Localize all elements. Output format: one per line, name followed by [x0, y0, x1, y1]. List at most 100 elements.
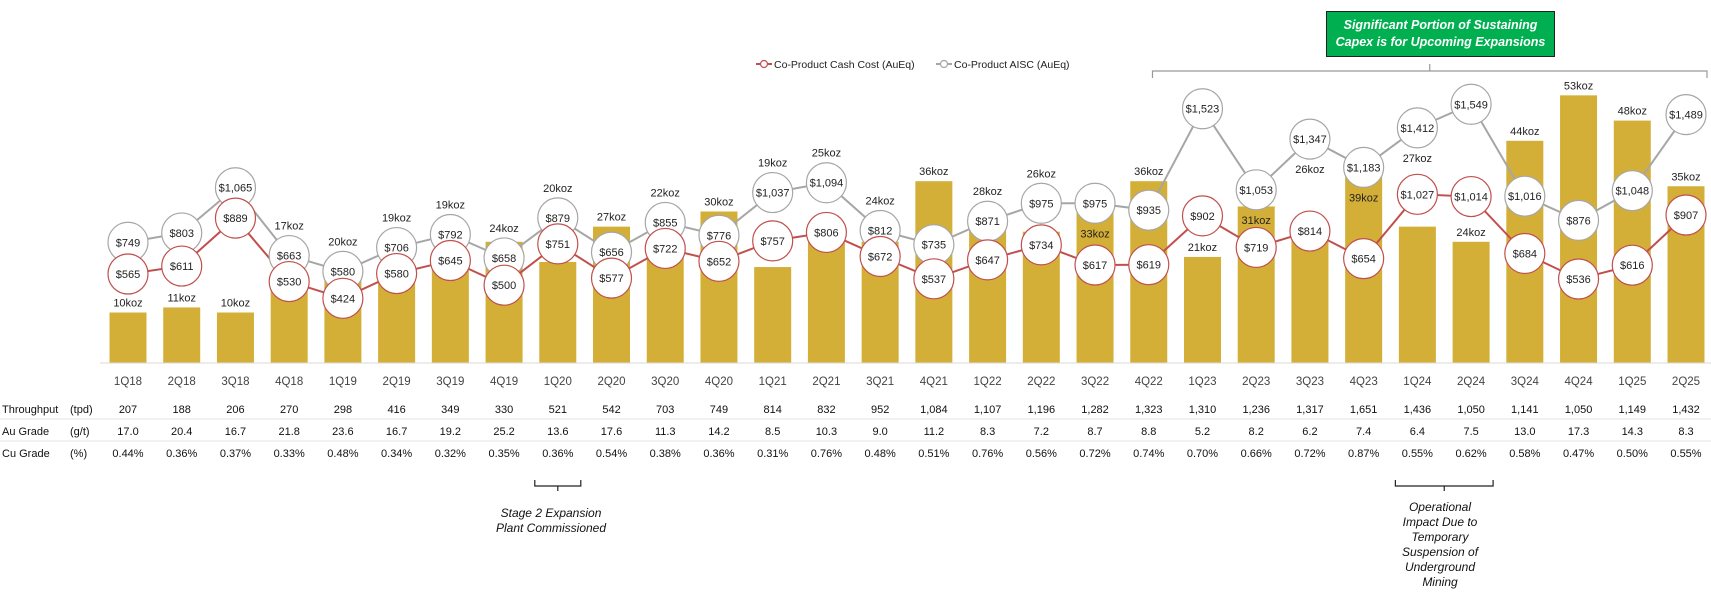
table-row-unit: (%)	[70, 448, 87, 460]
aisc-label: $803	[169, 228, 193, 240]
aisc-label: $975	[1083, 198, 1107, 210]
cash-cost-point	[1396, 173, 1438, 215]
table-cell: 416	[387, 404, 405, 416]
table-cell: 8.5	[765, 426, 780, 438]
cash-cost-label: $617	[1083, 260, 1107, 272]
table-cell: 542	[602, 404, 620, 416]
x-tick-label: 4Q24	[1564, 376, 1593, 388]
x-tick-label: 1Q25	[1618, 376, 1646, 388]
bar-label: 11koz	[167, 292, 196, 304]
aisc-point	[1289, 118, 1331, 160]
aisc-point	[1128, 189, 1170, 231]
table-cell: 1,050	[1565, 404, 1593, 416]
cash-cost-label: $652	[707, 256, 731, 268]
x-tick-label: 2Q22	[1027, 376, 1055, 388]
aisc-label: $1,094	[810, 178, 844, 190]
cash-cost-point	[1235, 226, 1277, 269]
aisc-point	[1181, 88, 1224, 130]
cash-cost-point	[1343, 238, 1385, 280]
bar-label: 20koz	[328, 236, 357, 248]
cash-cost-point	[483, 264, 525, 306]
table-cell: 17.6	[601, 426, 622, 438]
cash-cost-point	[859, 235, 901, 278]
table-cell: 349	[441, 404, 459, 416]
table-cell: 13.6	[547, 426, 568, 438]
aisc-point	[1396, 107, 1438, 149]
stage2-line-1: Stage 2 Expansion	[500, 506, 602, 520]
table-cell: 11.2	[924, 426, 945, 438]
table-cell: 0.33%	[274, 448, 305, 460]
table-cell: 21.8	[278, 426, 299, 438]
table-row-label: Au Grade	[2, 426, 49, 438]
table-cell: 0.66%	[1241, 448, 1272, 460]
aisc-point	[1611, 170, 1653, 212]
aisc-label: $1,016	[1508, 191, 1542, 203]
aisc-point	[1665, 94, 1707, 136]
ops-line-2: Impact Due to	[1402, 515, 1478, 529]
bar-1Q18	[109, 312, 147, 363]
table-cell: 1,050	[1457, 404, 1485, 416]
legend-marker	[759, 59, 769, 69]
aisc-label: $1,053	[1239, 185, 1273, 197]
table-cell: 1,651	[1350, 404, 1378, 416]
aisc-label: $792	[438, 230, 462, 242]
cash-cost-label: $1,027	[1401, 189, 1435, 201]
x-tick-label: 3Q22	[1081, 376, 1109, 388]
x-tick-label: 1Q21	[759, 376, 787, 388]
bracket	[534, 480, 582, 491]
cash-cost-point	[966, 239, 1009, 281]
cash-cost-label: $751	[546, 239, 570, 251]
x-tick-label: 3Q20	[651, 376, 679, 388]
table-cell: 832	[817, 404, 835, 416]
table-cell: 0.37%	[220, 448, 251, 460]
table-cell: 8.8	[1141, 426, 1156, 438]
bar-label: 27koz	[1403, 153, 1432, 165]
table-cell: 1,141	[1511, 404, 1539, 416]
table-cell: 7.4	[1356, 426, 1371, 438]
table-cell: 188	[173, 404, 191, 416]
table-cell: 0.58%	[1509, 448, 1540, 460]
table-cell: 1,149	[1619, 404, 1647, 416]
cash-cost-point	[1504, 232, 1546, 275]
aisc-label: $663	[277, 251, 301, 263]
table-cell: 8.7	[1087, 426, 1102, 438]
cash-cost-label: $580	[384, 269, 408, 281]
table-row-label: Throughput	[2, 404, 58, 416]
table-cell: 1,084	[920, 404, 948, 416]
aisc-label: $876	[1566, 215, 1590, 227]
aisc-label: $1,412	[1401, 123, 1435, 135]
x-tick-label: 2Q21	[812, 376, 840, 388]
callout-bracket	[1151, 64, 1708, 78]
aisc-point	[1450, 83, 1492, 125]
aisc-point	[1557, 199, 1600, 241]
table-cell: 16.7	[225, 426, 246, 438]
table-cell: 19.2	[440, 426, 461, 438]
table-cell: 10.3	[816, 426, 837, 438]
table-cell: 0.36%	[166, 448, 197, 460]
table-cell: 1,236	[1242, 404, 1270, 416]
cash-cost-point	[644, 227, 686, 270]
ops-line-3: Temporary	[1411, 530, 1469, 544]
x-tick-label: 3Q24	[1511, 376, 1540, 388]
x-tick-label: 1Q22	[974, 376, 1002, 388]
legend-entry: Co-Product AISC (AuEq)	[954, 59, 1070, 71]
stage2-line-2: Plant Commissioned	[495, 521, 607, 535]
x-tick-label: 1Q18	[114, 376, 142, 388]
bar-1Q23	[1183, 256, 1221, 363]
cash-cost-point	[1020, 224, 1062, 266]
cash-cost-point	[1128, 244, 1170, 286]
table-cell: 25.2	[493, 426, 514, 438]
cash-cost-point	[590, 257, 633, 299]
cash-cost-point	[376, 252, 418, 295]
table-cell: 9.0	[872, 426, 887, 438]
ops-line-6: Mining	[1422, 575, 1458, 589]
aisc-point	[1343, 146, 1385, 188]
table-cell: 1,282	[1081, 404, 1109, 416]
cash-cost-point	[161, 245, 203, 287]
bar-label: 44koz	[1510, 126, 1539, 138]
aisc-label: $812	[868, 225, 892, 237]
table-cell: 330	[495, 404, 513, 416]
legend-entry: Co-Product Cash Cost (AuEq)	[774, 59, 915, 71]
table-cell: 521	[549, 404, 567, 416]
bar-1Q24	[1398, 226, 1436, 363]
